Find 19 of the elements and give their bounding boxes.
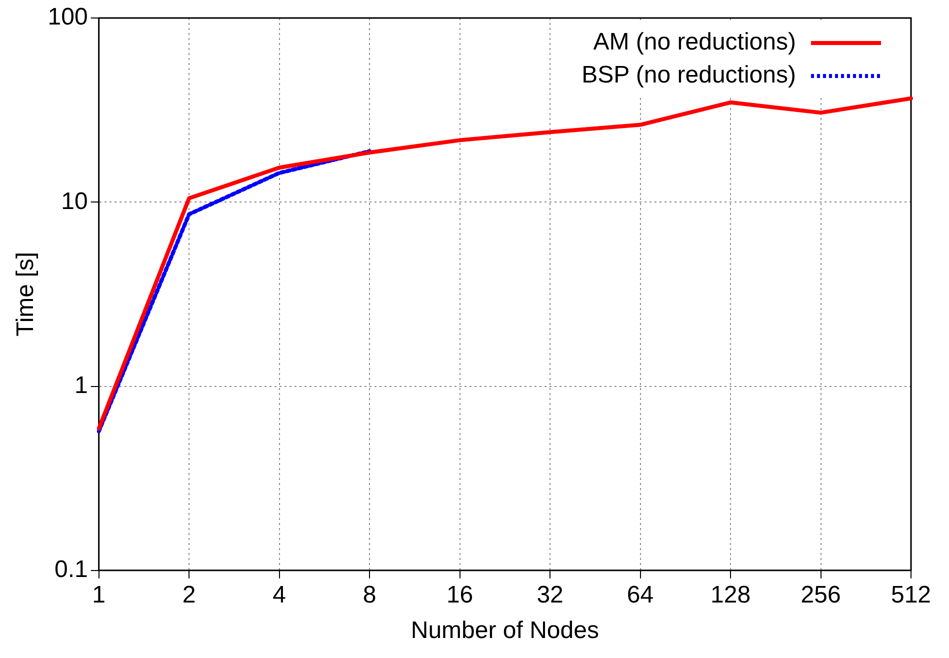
x-tick-label: 1 <box>92 581 106 608</box>
x-tick-label: 16 <box>446 581 474 608</box>
x-tick-label: 2 <box>182 581 196 608</box>
y-axis-title: Time [s] <box>12 252 40 336</box>
x-tick-label: 8 <box>362 581 376 608</box>
y-tick-label: 1 <box>74 372 88 399</box>
y-tick-label: 10 <box>61 188 88 215</box>
y-tick-label: 100 <box>48 4 88 31</box>
x-axis-title: Number of Nodes <box>410 617 599 644</box>
x-tick-label: 512 <box>890 581 932 608</box>
x-tick-label: 4 <box>272 581 286 608</box>
x-tick-label: 256 <box>800 581 841 608</box>
legend-label: AM (no reductions) <box>593 28 796 56</box>
x-tick-label: 128 <box>710 581 751 608</box>
x-tick-label: 64 <box>626 581 654 608</box>
y-tick-label: 0.1 <box>54 556 88 584</box>
x-tick-label: 32 <box>536 581 564 608</box>
line-series <box>96 149 372 434</box>
legend-label: BSP (no reductions) <box>582 62 796 89</box>
